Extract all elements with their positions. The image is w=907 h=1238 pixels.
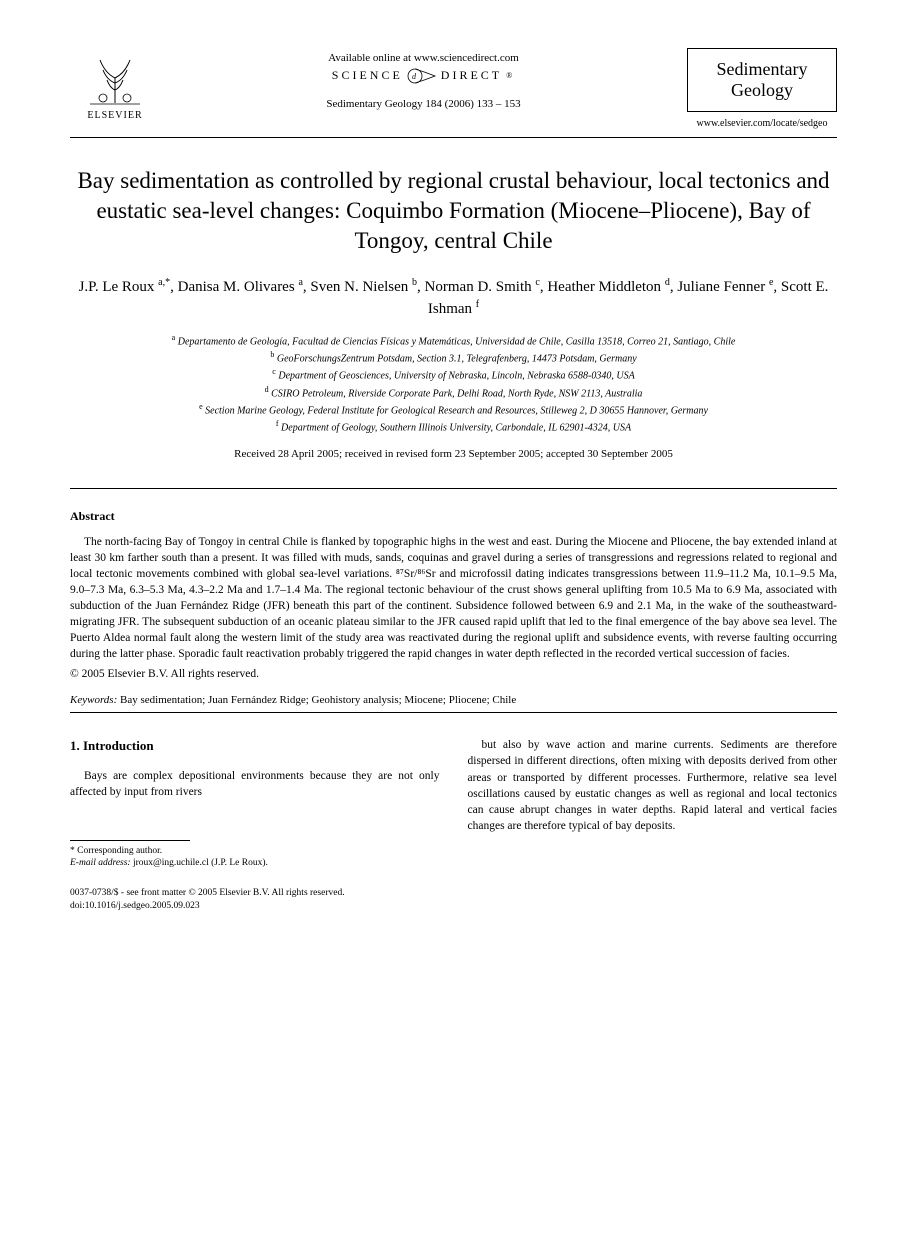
article-dates: Received 28 April 2005; received in revi…	[70, 448, 837, 460]
author-list: J.P. Le Roux a,*, Danisa M. Olivares a, …	[70, 276, 837, 320]
email-label: E-mail address:	[70, 858, 131, 868]
divider-top	[70, 137, 837, 138]
sciencedirect-icon: d	[407, 68, 437, 84]
affiliation-line: c Department of Geosciences, University …	[70, 366, 837, 383]
divider-before-abstract	[70, 488, 837, 489]
article-title: Bay sedimentation as controlled by regio…	[70, 166, 837, 256]
column-right: but also by wave action and marine curre…	[468, 737, 838, 869]
intro-paragraph-right: but also by wave action and marine curre…	[468, 737, 838, 834]
sd-word1: SCIENCE	[332, 68, 403, 83]
affiliation-line: f Department of Geology, Southern Illino…	[70, 418, 837, 435]
svg-text:d: d	[412, 72, 419, 81]
affiliation-line: d CSIRO Petroleum, Riverside Corporate P…	[70, 384, 837, 401]
science-direct-logo: SCIENCE d DIRECT ®	[332, 68, 515, 84]
keywords-label: Keywords:	[70, 694, 117, 706]
keywords-line: Keywords: Bay sedimentation; Juan Fernán…	[70, 694, 837, 706]
issn-line: 0037-0738/$ - see front matter © 2005 El…	[70, 887, 345, 899]
affiliation-line: e Section Marine Geology, Federal Instit…	[70, 401, 837, 418]
footnote-block: * Corresponding author. E-mail address: …	[70, 845, 440, 870]
footer-bar: 0037-0738/$ - see front matter © 2005 El…	[70, 887, 837, 912]
elsevier-label: ELSEVIER	[70, 110, 160, 121]
header-center: Available online at www.sciencedirect.co…	[160, 48, 687, 110]
email-line: E-mail address: jroux@ing.uchile.cl (J.P…	[70, 857, 440, 869]
body-columns: 1. Introduction Bays are complex deposit…	[70, 737, 837, 869]
abstract-heading: Abstract	[70, 509, 837, 524]
copyright-line: © 2005 Elsevier B.V. All rights reserved…	[70, 668, 837, 680]
doi-line: doi:10.1016/j.sedgeo.2005.09.023	[70, 900, 345, 912]
email-value: jroux@ing.uchile.cl (J.P. Le Roux).	[133, 858, 268, 868]
available-online-text: Available online at www.sciencedirect.co…	[160, 52, 687, 64]
journal-name-1: Sedimentary	[692, 59, 832, 80]
elsevier-logo-block: ELSEVIER	[70, 48, 160, 121]
corresponding-author: * Corresponding author.	[70, 845, 440, 857]
journal-name-2: Geology	[692, 80, 832, 101]
journal-reference: Sedimentary Geology 184 (2006) 133 – 153	[160, 98, 687, 110]
affiliations-block: a Departamento de Geología, Facultad de …	[70, 332, 837, 436]
intro-paragraph-left: Bays are complex depositional environmen…	[70, 768, 440, 800]
footer-left: 0037-0738/$ - see front matter © 2005 El…	[70, 887, 345, 912]
intro-heading: 1. Introduction	[70, 737, 440, 755]
affiliation-line: a Departamento de Geología, Facultad de …	[70, 332, 837, 349]
header-bar: ELSEVIER Available online at www.science…	[70, 48, 837, 129]
affiliation-line: b GeoForschungsZentrum Potsdam, Section …	[70, 349, 837, 366]
abstract-body: The north-facing Bay of Tongoy in centra…	[70, 534, 837, 663]
column-left: 1. Introduction Bays are complex deposit…	[70, 737, 440, 869]
footnote-rule	[70, 840, 190, 841]
journal-url: www.elsevier.com/locate/sedgeo	[687, 118, 837, 129]
divider-after-keywords	[70, 712, 837, 713]
journal-box-block: Sedimentary Geology www.elsevier.com/loc…	[687, 48, 837, 129]
elsevier-tree-icon	[85, 48, 145, 108]
keywords-text: Bay sedimentation; Juan Fernández Ridge;…	[120, 694, 516, 706]
sd-reg-icon: ®	[506, 71, 515, 80]
journal-title-box: Sedimentary Geology	[687, 48, 837, 112]
sd-word2: DIRECT	[441, 68, 502, 83]
